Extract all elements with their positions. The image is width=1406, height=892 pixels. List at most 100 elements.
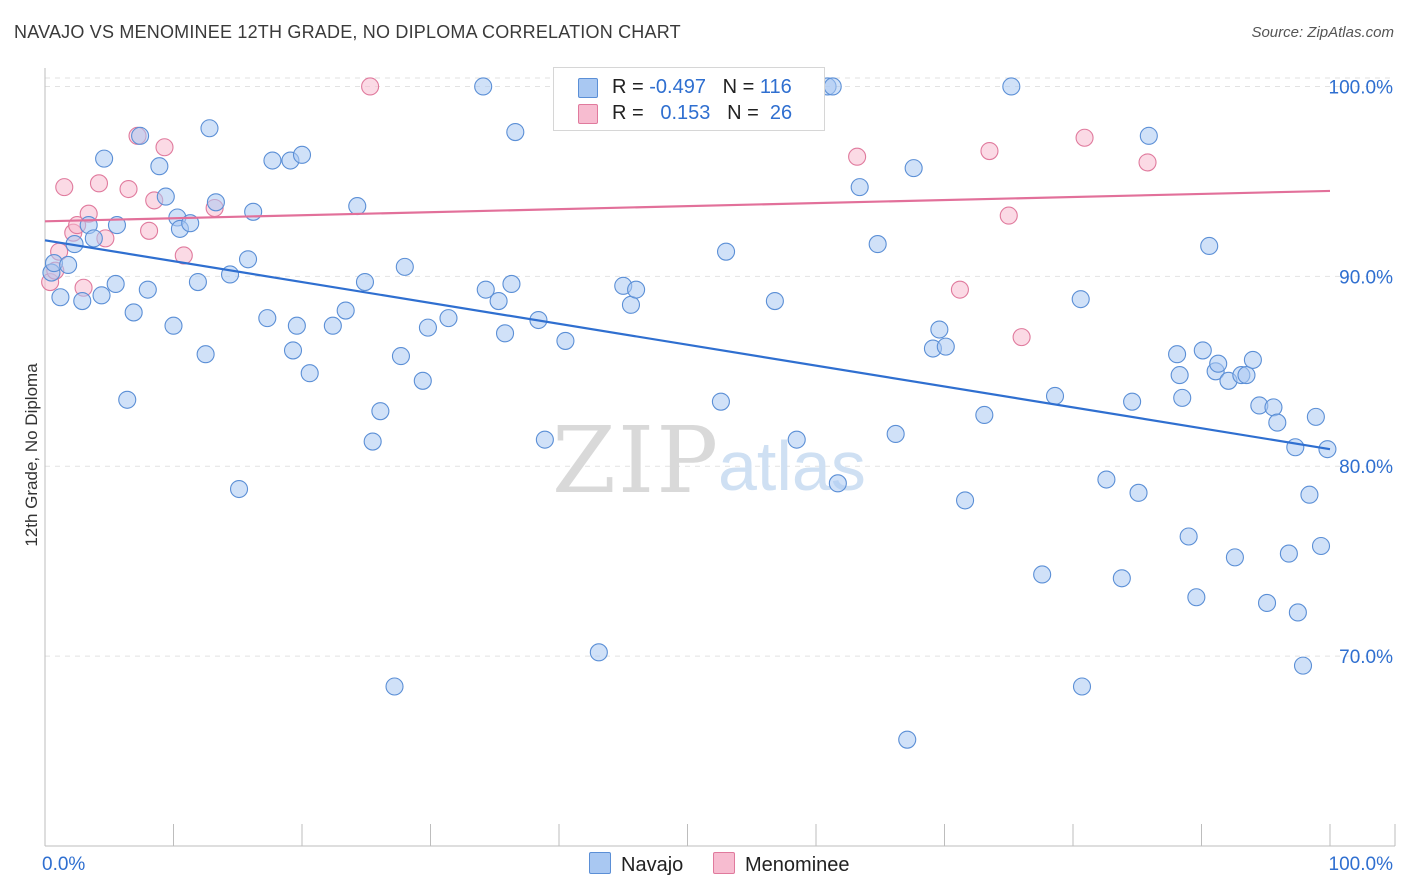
menominee-swatch — [578, 104, 598, 124]
navajo-point-108 — [1279, 544, 1298, 563]
navajo-point-57 — [556, 331, 575, 350]
y-tick-label-70: 70.0% — [1339, 647, 1393, 668]
navajo-point-5 — [73, 291, 92, 311]
navajo-point-56 — [535, 430, 554, 449]
menominee-r-label: R = — [612, 102, 644, 124]
navajo-point-15 — [138, 280, 157, 299]
legend-menominee-swatch — [713, 852, 735, 874]
navajo-point-113 — [1306, 407, 1325, 426]
navajo-point-13 — [124, 303, 143, 322]
navajo-r-label: R = — [612, 76, 644, 98]
navajo-point-105 — [1257, 593, 1277, 613]
navajo-point-82 — [1045, 386, 1065, 406]
navajo-point-36 — [300, 364, 319, 383]
gridlines — [45, 77, 1395, 657]
navajo-point-52 — [495, 324, 515, 343]
navajo-point-24 — [200, 119, 219, 138]
navajo-point-111 — [1293, 656, 1313, 675]
navajo-point-51 — [489, 291, 508, 311]
navajo-point-80 — [1002, 77, 1021, 96]
navajo-point-100 — [1225, 548, 1244, 567]
navajo-point-49 — [474, 77, 493, 96]
navajo-point-78 — [956, 491, 975, 510]
menominee-n-label: N = — [727, 102, 759, 124]
navajo-point-86 — [1112, 569, 1131, 588]
navajo-point-71 — [868, 235, 887, 254]
navajo-point-85 — [1097, 470, 1116, 489]
navajo-point-63 — [716, 242, 736, 261]
navajo-point-41 — [363, 432, 382, 451]
trend-lines — [44, 189, 1331, 451]
source-label: Source: ZipAtlas.com — [1251, 24, 1394, 41]
menominee-point-14 — [155, 138, 174, 157]
navajo-point-88 — [1129, 483, 1148, 502]
legend-item-navajo: Navajo — [589, 852, 683, 877]
navajo-point-102 — [1237, 366, 1256, 385]
navajo-point-90 — [1170, 366, 1189, 385]
menominee-n-value: 26 — [769, 102, 793, 124]
navajo-point-23 — [196, 345, 215, 364]
navajo-point-18 — [164, 316, 183, 335]
navajo-point-11 — [107, 216, 127, 235]
navajo-point-98 — [1209, 354, 1228, 373]
menominee-point-22 — [1012, 328, 1031, 347]
navajo-point-107 — [1268, 413, 1287, 432]
navajo-point-110 — [1288, 603, 1307, 622]
navajo-point-94 — [1187, 588, 1206, 607]
y-axis-label: 12th Grade, No Diploma — [22, 363, 41, 547]
navajo-swatch — [578, 78, 598, 98]
menominee-point-8 — [89, 174, 109, 193]
navajo-point-60 — [621, 295, 641, 314]
y-tick-label-80: 80.0% — [1339, 457, 1393, 478]
navajo-point-27 — [229, 479, 249, 499]
navajo-point-66 — [787, 430, 806, 449]
navajo-point-112 — [1300, 485, 1319, 504]
chart-title: NAVAJO VS MENOMINEE 12TH GRADE, NO DIPLO… — [14, 22, 681, 42]
navajo-point-81 — [1033, 565, 1052, 584]
menominee-r-value: 0.153 — [660, 102, 711, 124]
menominee-point-3 — [55, 178, 74, 197]
menominee-point-23 — [1075, 128, 1094, 147]
menominee-point-24 — [1138, 153, 1157, 172]
menominee-point-10 — [119, 179, 138, 199]
navajo-point-28 — [238, 250, 258, 269]
menominee-point-20 — [980, 141, 999, 161]
navajo-point-53 — [502, 274, 521, 294]
navajo-point-96 — [1200, 236, 1219, 256]
navajo-point-46 — [413, 371, 432, 390]
menominee-trend-line — [44, 189, 1331, 223]
navajo-point-76 — [930, 320, 949, 339]
navajo-point-25 — [206, 193, 225, 212]
navajo-n-value: 116 — [759, 76, 792, 98]
navajo-point-42 — [371, 402, 390, 421]
navajo-n-label: N = — [722, 76, 755, 98]
navajo-point-38 — [336, 301, 355, 320]
navajo-point-69 — [828, 474, 847, 493]
navajo-point-37 — [323, 316, 342, 335]
navajo-point-58 — [589, 643, 608, 662]
menominee-point-15 — [174, 246, 193, 265]
navajo-point-3 — [59, 255, 78, 275]
navajo-point-109 — [1286, 438, 1305, 457]
navajo-point-43 — [385, 677, 404, 696]
navajo-r-value: -0.497 — [649, 76, 706, 98]
legend-navajo-swatch — [589, 852, 611, 874]
watermark-zip: ZIP — [552, 407, 720, 514]
navajo-point-34 — [287, 316, 306, 335]
navajo-point-65 — [765, 291, 784, 311]
navajo-point-30 — [258, 309, 277, 328]
navajo-point-61 — [627, 280, 646, 299]
menominee-point-18 — [848, 147, 867, 166]
x-tick-label-0: 0.0% — [42, 854, 85, 875]
x-tick-label-100: 100.0% — [1329, 854, 1394, 875]
navajo-trend-line — [44, 239, 1331, 451]
navajo-point-84 — [1071, 290, 1090, 309]
menominee-point-21 — [999, 206, 1018, 225]
menominee-point-17 — [361, 77, 380, 96]
navajo-point-22 — [188, 273, 207, 292]
navajo-point-54 — [506, 123, 525, 142]
navajo-point-8 — [92, 286, 111, 305]
navajo-point-2 — [51, 288, 70, 307]
navajo-point-114 — [1311, 536, 1331, 556]
